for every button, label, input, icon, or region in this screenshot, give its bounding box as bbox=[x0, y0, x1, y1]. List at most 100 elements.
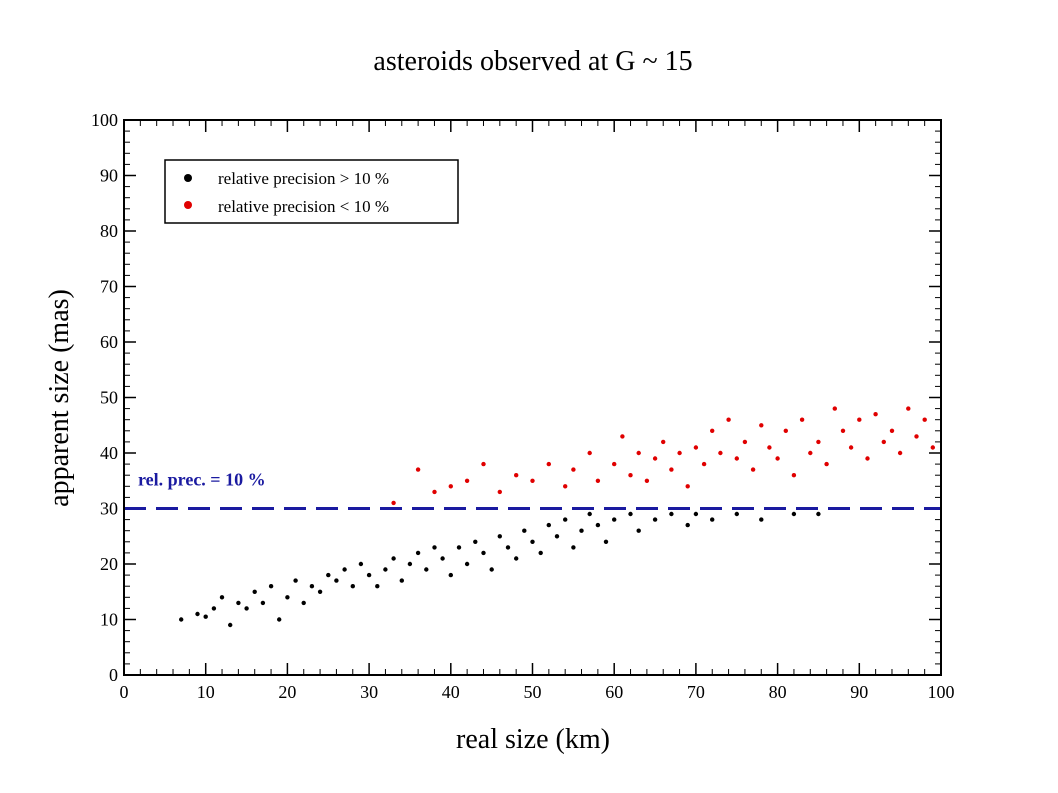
data-point-black bbox=[636, 528, 641, 533]
data-point-black bbox=[603, 539, 609, 544]
data-point-black bbox=[563, 517, 568, 522]
legend-label-below: relative precision < 10 % bbox=[218, 197, 389, 216]
data-point-red bbox=[857, 417, 862, 422]
data-point-red bbox=[873, 412, 878, 417]
data-point-black bbox=[571, 545, 576, 550]
data-point-black bbox=[236, 600, 241, 606]
x-tick-label: 100 bbox=[928, 682, 955, 702]
data-point-red bbox=[669, 467, 674, 472]
data-point-black bbox=[179, 617, 184, 622]
data-point-red bbox=[620, 434, 625, 439]
data-point-black bbox=[579, 528, 584, 533]
data-point-black bbox=[203, 614, 208, 619]
data-point-black bbox=[432, 545, 437, 550]
data-point-black bbox=[791, 511, 797, 517]
data-point-black bbox=[759, 517, 764, 522]
data-point-red bbox=[701, 461, 707, 467]
plot-frame bbox=[123, 119, 942, 676]
data-point-red bbox=[571, 467, 576, 472]
data-point-black bbox=[407, 561, 413, 567]
data-point-red bbox=[661, 439, 666, 445]
x-tick-label: 30 bbox=[360, 682, 378, 702]
data-point-black bbox=[489, 567, 494, 572]
data-point-red bbox=[464, 478, 470, 483]
data-point-red bbox=[710, 428, 715, 433]
data-point-black bbox=[546, 522, 551, 528]
y-tick-label: 70 bbox=[100, 277, 118, 297]
data-point-black bbox=[358, 561, 364, 567]
legend-marker-black bbox=[184, 174, 192, 182]
data-point-black bbox=[538, 550, 543, 556]
data-point-black bbox=[375, 584, 380, 589]
data-point-black bbox=[415, 550, 421, 556]
data-point-red bbox=[750, 467, 756, 472]
data-point-black bbox=[424, 567, 429, 572]
data-point-red bbox=[881, 439, 886, 445]
data-point-black bbox=[595, 522, 601, 528]
data-point-red bbox=[816, 439, 821, 445]
y-tick-label: 100 bbox=[91, 110, 118, 130]
data-point-red bbox=[922, 417, 927, 422]
legend-marker-red bbox=[184, 201, 192, 209]
data-point-black bbox=[317, 589, 323, 594]
legend-box bbox=[164, 159, 459, 224]
data-point-red bbox=[930, 445, 935, 450]
data-point-black bbox=[612, 517, 617, 522]
data-point-black bbox=[505, 545, 511, 550]
data-point-black bbox=[326, 572, 331, 578]
data-point-black bbox=[268, 584, 274, 589]
y-tick-label: 80 bbox=[100, 221, 118, 241]
x-tick-label: 90 bbox=[850, 682, 868, 702]
x-tick-label: 10 bbox=[197, 682, 215, 702]
data-point-red bbox=[636, 450, 641, 456]
data-point-red bbox=[652, 456, 658, 461]
data-point-black bbox=[301, 600, 306, 606]
legend: relative precision > 10 % relative preci… bbox=[164, 159, 459, 224]
x-tick-label: 70 bbox=[687, 682, 705, 702]
data-point-red bbox=[685, 484, 690, 489]
x-tick-label: 60 bbox=[605, 682, 623, 702]
data-point-black bbox=[522, 528, 527, 533]
data-point-black bbox=[448, 572, 453, 578]
data-point-black bbox=[334, 578, 339, 583]
data-point-black bbox=[277, 617, 282, 622]
data-point-red bbox=[563, 484, 568, 489]
y-tick-label: 30 bbox=[100, 499, 118, 519]
data-point-black bbox=[554, 534, 560, 539]
data-point-red bbox=[448, 484, 453, 489]
data-point-red bbox=[897, 450, 903, 456]
data-point-black bbox=[628, 511, 633, 517]
y-axis-label: apparent size (mas) bbox=[44, 289, 75, 507]
data-point-red bbox=[415, 467, 421, 472]
x-tick-label: 0 bbox=[120, 682, 129, 702]
y-tick-labels: 0 10 20 30 40 50 60 70 80 90 100 bbox=[91, 110, 118, 685]
x-tick-label: 80 bbox=[769, 682, 787, 702]
data-point-red bbox=[628, 473, 633, 478]
x-tick-label: 20 bbox=[278, 682, 296, 702]
reference-line-label: rel. prec. = 10 % bbox=[138, 470, 266, 490]
data-point-black bbox=[440, 556, 445, 561]
data-point-red bbox=[530, 478, 535, 483]
data-point-black bbox=[497, 534, 502, 539]
data-point-black bbox=[195, 611, 200, 617]
data-point-black bbox=[669, 511, 674, 517]
data-point-black bbox=[391, 556, 396, 561]
data-point-red bbox=[799, 417, 805, 422]
data-point-black bbox=[530, 539, 535, 544]
data-point-black bbox=[219, 595, 225, 600]
data-point-red bbox=[481, 461, 486, 467]
data-point-black bbox=[293, 578, 298, 583]
data-point-black bbox=[252, 589, 257, 594]
data-point-red bbox=[840, 428, 846, 433]
data-point-red bbox=[726, 417, 731, 422]
data-point-red bbox=[391, 500, 396, 506]
data-point-red bbox=[693, 445, 699, 450]
x-tick-label: 40 bbox=[442, 682, 460, 702]
data-point-red bbox=[644, 478, 650, 483]
y-tick-label: 0 bbox=[109, 665, 118, 685]
data-point-black bbox=[342, 567, 347, 572]
data-point-black bbox=[693, 511, 699, 517]
data-point-black bbox=[228, 622, 233, 628]
data-point-red bbox=[914, 434, 919, 439]
